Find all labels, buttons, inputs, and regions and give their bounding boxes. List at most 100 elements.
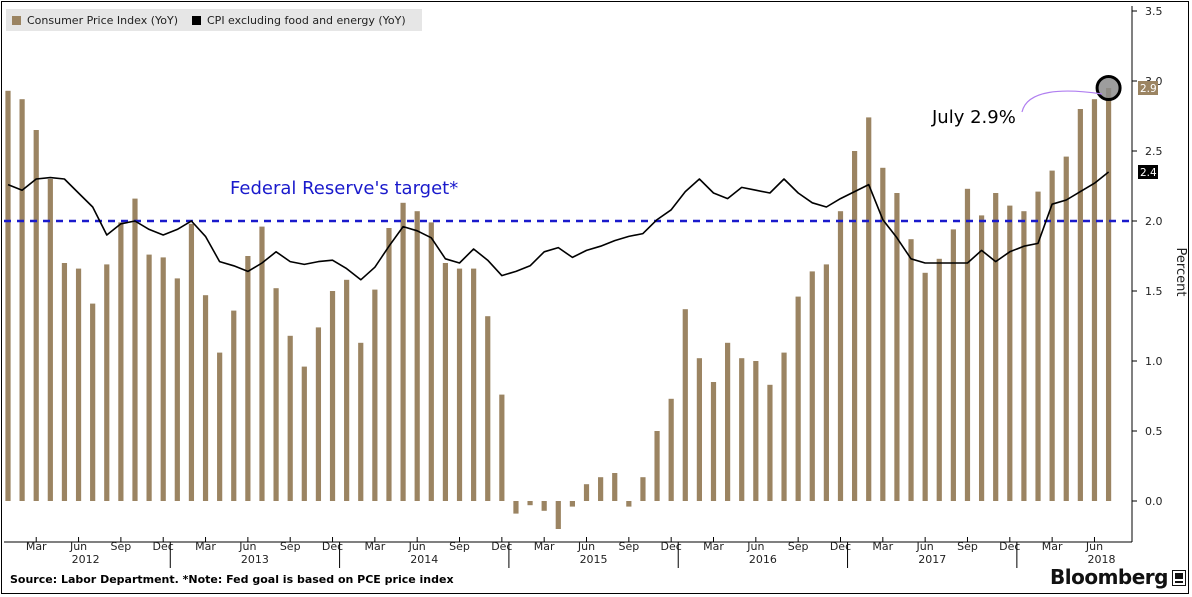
y-tick-label: 0.5: [1145, 425, 1163, 438]
cpi-bar: [33, 130, 39, 501]
cpi-bar: [583, 484, 590, 501]
cpi-bar: [90, 303, 96, 501]
cpi-bar: [555, 501, 561, 529]
cpi-bar: [1105, 88, 1112, 501]
cpi-bar: [160, 257, 166, 501]
cpi-bar: [485, 316, 491, 501]
x-tick-label: Sep: [957, 540, 978, 553]
legend-swatch-cpi: [12, 15, 21, 25]
year-label: 2018: [1088, 553, 1116, 566]
cpi-bar: [725, 342, 731, 501]
core-value-badge-text: 2.4: [1140, 167, 1157, 179]
legend-label-cpi: Consumer Price Index (YoY): [27, 13, 178, 27]
cpi-bar: [710, 382, 717, 501]
x-tick-label: Jun: [238, 540, 256, 553]
cpi-bar: [936, 258, 942, 501]
x-tick-label: Jun: [746, 540, 764, 553]
cpi-bar: [329, 291, 336, 501]
cpi-bar: [1007, 205, 1013, 501]
x-tick-label: Sep: [280, 540, 301, 553]
y-tick-label: 2.5: [1145, 145, 1163, 158]
cpi-bar: [894, 193, 900, 501]
year-label: 2014: [410, 553, 438, 566]
year-label: 2015: [580, 553, 608, 566]
x-tick-label: Sep: [449, 540, 470, 553]
cpi-bar: [1091, 99, 1098, 501]
x-tick-label: Sep: [618, 540, 639, 553]
fed-target-label: Federal Reserve's target*: [230, 178, 458, 199]
cpi-bar: [767, 384, 773, 501]
cpi-bar: [1021, 211, 1027, 501]
x-tick-label: Jun: [69, 540, 87, 553]
x-tick-label: Sep: [788, 540, 809, 553]
cpi-bar: [428, 222, 434, 501]
cpi-bar: [471, 268, 477, 501]
year-label: 2013: [241, 553, 269, 566]
cpi-bar: [682, 309, 688, 501]
x-tick-label: Jun: [916, 540, 934, 553]
cpi-bar: [188, 223, 195, 502]
y-tick-label: 1.0: [1145, 355, 1163, 368]
x-tick-label: Jun: [408, 540, 426, 553]
year-label: 2012: [72, 553, 100, 566]
x-tick-label: Jun: [577, 540, 595, 553]
source-note: Source: Labor Department. *Note: Fed goa…: [10, 573, 454, 586]
cpi-bar: [217, 352, 223, 501]
y-tick-label: 0.0: [1145, 495, 1163, 508]
cpi-bar: [5, 90, 11, 502]
legend-label-core: CPI excluding food and energy (YoY): [207, 13, 406, 27]
y-tick-label: 1.5: [1145, 285, 1163, 298]
cpi-bar: [739, 358, 745, 501]
cpi-bar: [372, 289, 378, 501]
cpi-bar: [781, 352, 787, 501]
cpi-bar: [202, 295, 209, 501]
x-tick-label: Mar: [1042, 540, 1063, 553]
cpi-bar: [273, 288, 279, 501]
cpi-bar: [414, 211, 420, 501]
cpi-bar: [1035, 191, 1041, 501]
core-value-badge-bg: [1138, 165, 1158, 179]
callout-label: July 2.9%: [931, 107, 1016, 128]
cpi-bar: [174, 278, 180, 501]
cpi-bar: [1049, 170, 1055, 501]
y-tick-label: 2.0: [1145, 215, 1163, 228]
cpi-bar: [569, 501, 575, 507]
cpi-bar: [245, 256, 251, 501]
cpi-bar: [1063, 156, 1069, 501]
brand-logo-text: Bloomberg: [1050, 565, 1168, 589]
cpi-bar: [880, 167, 886, 502]
y-tick-label: 3.5: [1145, 5, 1163, 18]
cpi-bar: [950, 229, 956, 501]
cpi-bar: [231, 310, 237, 501]
x-tick-label: Dec: [491, 540, 512, 553]
x-tick-label: Dec: [322, 540, 343, 553]
cpi-bar: [386, 228, 392, 501]
legend-swatch-core: [192, 15, 201, 25]
cpi-bar: [1077, 109, 1083, 501]
cpi-bar: [852, 151, 858, 501]
x-tick-label: Mar: [534, 540, 555, 553]
cpi-bar: [442, 263, 449, 501]
cpi-bar: [908, 239, 914, 501]
cpi-bar: [344, 279, 350, 501]
cpi-bar: [118, 222, 124, 501]
cpi-bar: [823, 264, 829, 501]
cpi-bar: [598, 477, 604, 501]
cpi-bar: [541, 501, 547, 511]
cpi-bar: [993, 193, 999, 501]
cpi-bar: [456, 268, 463, 501]
terminal-icon: [1172, 570, 1186, 586]
x-tick-label: Mar: [195, 540, 216, 553]
cpi-bar: [527, 501, 533, 506]
cpi-bar: [978, 215, 985, 501]
callout-line: [1021, 90, 1103, 113]
x-tick-label: Mar: [26, 540, 47, 553]
cpi-bar: [259, 226, 265, 501]
cpi-value-badge-text: 2.9: [1140, 83, 1157, 95]
cpi-bar: [47, 179, 53, 501]
cpi-bar: [964, 188, 971, 502]
cpi-bar: [922, 272, 928, 501]
cpi-bar: [19, 99, 25, 501]
